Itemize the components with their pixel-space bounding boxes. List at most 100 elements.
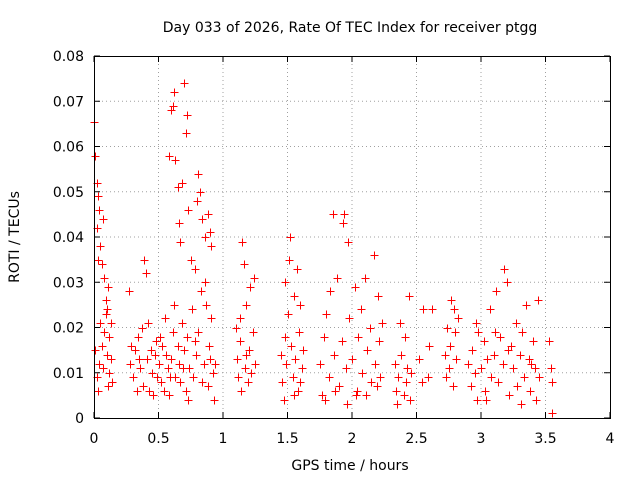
data-point [374, 292, 383, 301]
data-point [247, 369, 256, 378]
data-point [193, 197, 202, 206]
data-point [282, 360, 291, 369]
y-tick-label: 0.08 [53, 49, 84, 65]
data-point [180, 346, 189, 355]
data-point [211, 360, 220, 369]
data-point [188, 305, 197, 314]
x-tick-label: 4 [606, 431, 615, 447]
data-point [499, 360, 508, 369]
data-point [361, 274, 370, 283]
data-point [210, 396, 219, 405]
data-point [425, 342, 434, 351]
data-point [481, 387, 490, 396]
data-point [242, 301, 251, 310]
data-point [94, 256, 103, 265]
data-point [167, 355, 176, 364]
data-point [102, 296, 111, 305]
data-point [165, 391, 174, 400]
data-point [169, 328, 178, 337]
data-point [142, 269, 151, 278]
data-point [164, 364, 173, 373]
data-point [400, 391, 409, 400]
data-point [102, 310, 111, 319]
data-point [143, 355, 152, 364]
data-point [534, 296, 543, 305]
x-tick-label: 1.5 [276, 431, 298, 447]
data-point [290, 292, 299, 301]
data-point [178, 319, 187, 328]
data-point [424, 373, 433, 382]
data-point [237, 387, 246, 396]
data-point [358, 369, 367, 378]
data-point [295, 328, 304, 337]
data-point [280, 396, 289, 405]
data-point [284, 310, 293, 319]
data-point [482, 396, 491, 405]
data-point [529, 337, 538, 346]
data-point [419, 305, 428, 314]
data-point [194, 328, 203, 337]
data-point [351, 283, 360, 292]
data-point [246, 283, 255, 292]
x-tick-label: 3.5 [534, 431, 556, 447]
data-point [527, 360, 536, 369]
data-point [175, 219, 184, 228]
data-point [354, 333, 363, 342]
data-point [158, 342, 167, 351]
data-point [296, 378, 305, 387]
data-point [207, 242, 216, 251]
data-point [281, 278, 290, 287]
data-point [548, 409, 557, 418]
data-point [293, 265, 302, 274]
data-point [531, 364, 540, 373]
data-point [442, 373, 451, 382]
data-point [176, 238, 185, 247]
data-point [100, 274, 109, 283]
data-point [339, 219, 348, 228]
y-tick-label: 0.06 [53, 140, 84, 156]
data-point [547, 364, 556, 373]
data-point [238, 238, 247, 247]
data-point [129, 373, 138, 382]
data-point [91, 346, 100, 355]
data-point [468, 346, 477, 355]
data-point [162, 351, 171, 360]
y-tick-label: 0.04 [53, 230, 84, 246]
data-point [125, 287, 134, 296]
data-point [343, 400, 352, 409]
y-tick-label: 0.07 [53, 94, 84, 110]
data-point [471, 369, 480, 378]
data-point [393, 400, 402, 409]
data-point [503, 278, 512, 287]
data-point [96, 319, 105, 328]
data-point [487, 373, 496, 382]
data-point [464, 360, 473, 369]
data-point [105, 333, 114, 342]
data-point [234, 373, 243, 382]
data-point [477, 364, 486, 373]
data-point [100, 328, 109, 337]
data-point [342, 364, 351, 373]
data-point [240, 260, 249, 269]
data-point [446, 342, 455, 351]
data-point [139, 382, 148, 391]
data-point [182, 129, 191, 138]
data-point [405, 292, 414, 301]
data-point [250, 274, 259, 283]
data-point [103, 351, 112, 360]
data-point [202, 301, 211, 310]
data-point [452, 355, 461, 364]
data-point [105, 369, 114, 378]
data-point [522, 301, 531, 310]
data-point [520, 373, 529, 382]
data-point [207, 314, 216, 323]
data-point [147, 346, 156, 355]
data-point [299, 346, 308, 355]
data-point [131, 346, 140, 355]
data-point [135, 355, 144, 364]
data-point [402, 378, 411, 387]
data-point [170, 301, 179, 310]
data-point [472, 319, 481, 328]
data-point [294, 387, 303, 396]
data-point [153, 373, 162, 382]
